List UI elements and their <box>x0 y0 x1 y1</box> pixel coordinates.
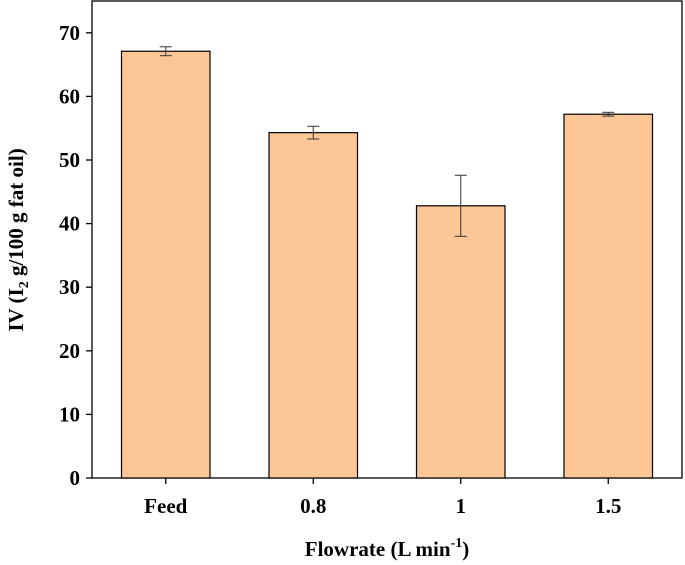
bar-Feed <box>120 50 211 479</box>
bar-0.8 <box>268 132 359 479</box>
y-tick-label: 10 <box>59 402 80 426</box>
x-axis: Feed 0.8 1 1.5 <box>144 478 621 518</box>
y-tick-label: 60 <box>59 84 80 108</box>
x-axis-title-sup: -1 <box>451 536 463 551</box>
x-axis-title-close: ) <box>462 537 469 561</box>
x-tick-label: 0.8 <box>300 494 326 518</box>
x-tick-label: 1 <box>456 494 467 518</box>
y-tick-label: 40 <box>59 212 80 236</box>
y-tick-label: 50 <box>59 148 80 172</box>
plot-frame <box>91 0 683 479</box>
y-tick-label: 20 <box>59 339 80 363</box>
bars <box>120 46 654 479</box>
x-axis-title-main: Flowrate (L min <box>305 537 451 561</box>
x-tick-label: 1.5 <box>595 494 621 518</box>
y-axis-title-rest: g/100 g fat oil) <box>4 148 28 281</box>
y-tick-label: 0 <box>70 466 81 490</box>
bar-1.5 <box>563 113 654 479</box>
y-axis-title: IV (I2 g/100 g fat oil) <box>4 148 32 331</box>
y-tick-label: 30 <box>59 275 80 299</box>
y-tick-label: 70 <box>59 21 80 45</box>
y-axis-title-main: IV (I <box>4 288 28 331</box>
y-axis-title-sub: 2 <box>17 281 32 288</box>
x-axis-title: Flowrate (L min-1) <box>305 536 469 561</box>
y-axis: 0 10 20 30 40 50 60 70 <box>59 21 92 490</box>
bar-1 <box>415 205 506 479</box>
x-tick-label: Feed <box>144 494 187 518</box>
